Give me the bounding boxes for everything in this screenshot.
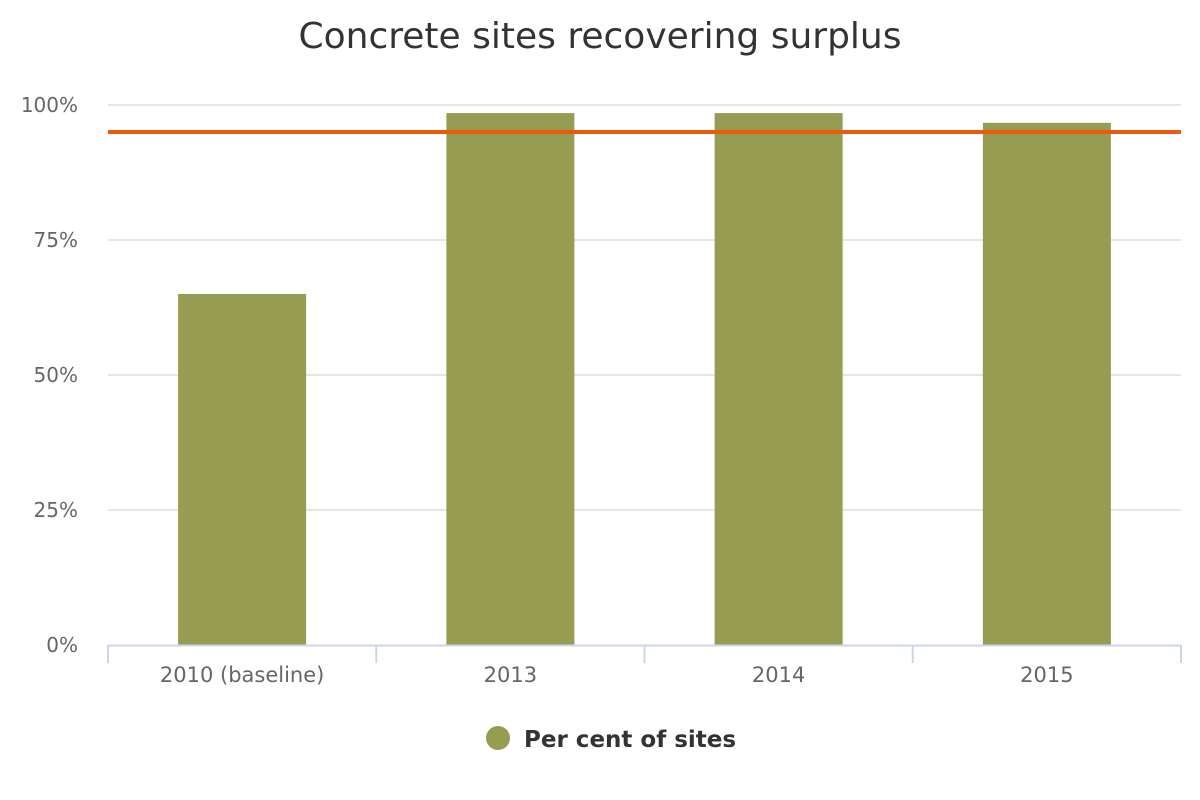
x-axis: 2010 (baseline) 2013 2014 2015 — [107, 644, 1182, 687]
x-tick-label: 2010 (baseline) — [160, 663, 324, 687]
legend-label: Per cent of sites — [524, 727, 736, 753]
bar[interactable] — [714, 113, 843, 646]
bars — [178, 113, 1111, 646]
bar[interactable] — [178, 294, 307, 645]
y-tick-label: 100% — [21, 93, 78, 117]
y-tick-label: 50% — [34, 363, 78, 387]
x-tick-label: 2014 — [752, 663, 805, 687]
chart-title: Concrete sites recovering surplus — [299, 16, 902, 57]
legend-marker — [486, 726, 510, 750]
y-tick-label: 75% — [34, 228, 78, 252]
y-tick-label: 25% — [34, 498, 78, 522]
y-tick-label: 0% — [46, 633, 78, 657]
x-tick-label: 2013 — [484, 663, 537, 687]
x-tick-label: 2015 — [1020, 663, 1073, 687]
bar[interactable] — [982, 122, 1111, 645]
legend[interactable]: Per cent of sites — [486, 726, 736, 753]
bar[interactable] — [446, 113, 575, 646]
y-axis-ticks: 0% 25% 50% 75% 100% — [21, 93, 78, 657]
